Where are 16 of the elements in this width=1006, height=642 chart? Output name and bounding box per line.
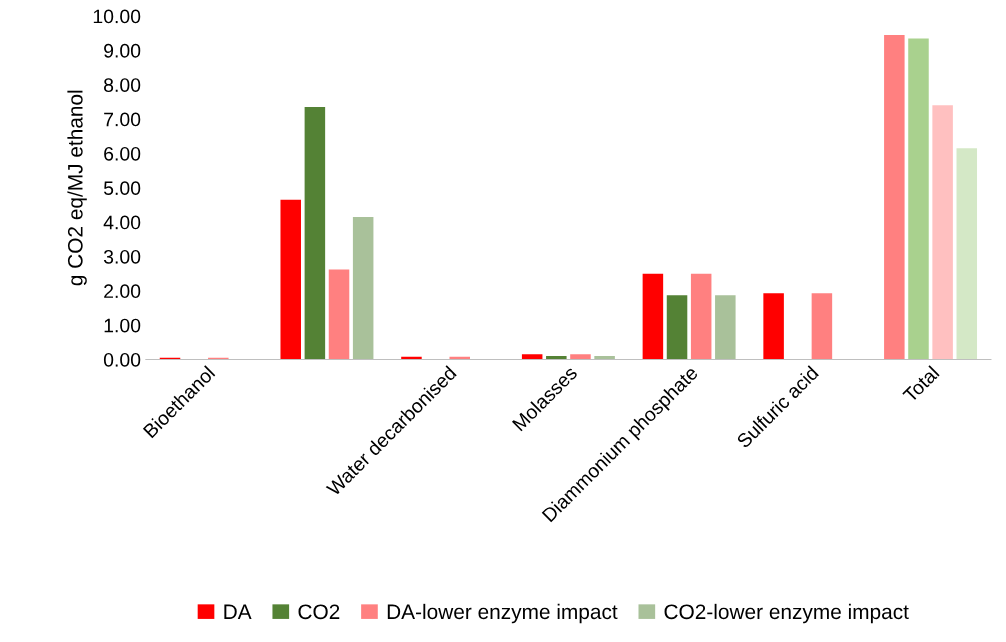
legend-label: DA-lower enzyme impact [387, 603, 618, 624]
legend-label: CO2 [298, 604, 340, 620]
y-tick-label: 5.00 [103, 181, 141, 196]
y-tick-label: 9.00 [104, 43, 141, 58]
y-tick-label: 2.00 [104, 284, 141, 299]
y-tick-label: 10.00 [93, 9, 141, 24]
y-tick-label: 8.00 [104, 78, 141, 92]
legend-label: CO2-lower enzyme impact [664, 603, 909, 624]
y-tick-label: 6.00 [104, 146, 141, 161]
legend-label: DA [224, 604, 252, 619]
y-tick-label: 7.00 [104, 112, 141, 127]
y-tick-label: 3.00 [103, 249, 141, 264]
y-tick-label: 4.00 [103, 215, 141, 230]
y-tick-label: 1.00 [104, 318, 141, 333]
y-axis-title: g CO2 eq/MJ ethanol [67, 90, 87, 286]
y-tick-label: 0.00 [103, 352, 141, 367]
